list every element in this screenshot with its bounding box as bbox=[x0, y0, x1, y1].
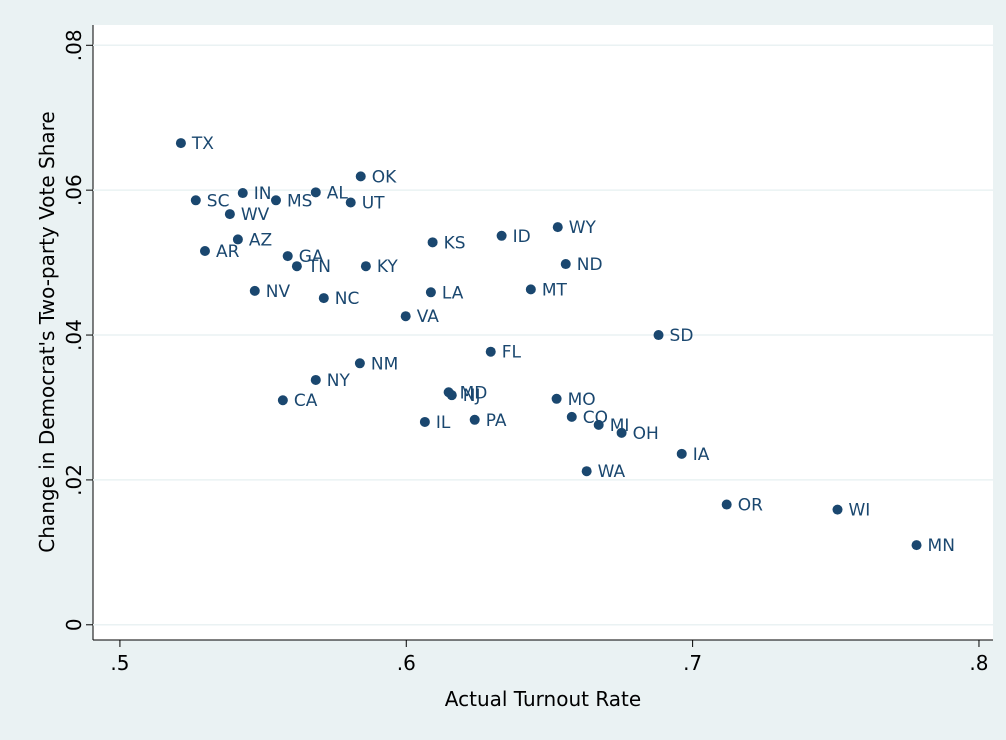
point bbox=[237, 188, 248, 199]
point bbox=[427, 237, 438, 248]
y-tick-label: .04 bbox=[62, 319, 86, 351]
y-axis-title: Change in Democrat's Two-party Vote Shar… bbox=[35, 111, 59, 552]
point-label: IL bbox=[436, 413, 451, 433]
point-label: FL bbox=[502, 343, 522, 363]
y-tick-label: 0 bbox=[62, 618, 86, 631]
point bbox=[425, 287, 436, 298]
point-label: NV bbox=[266, 282, 291, 302]
point-label: PA bbox=[486, 411, 507, 431]
point bbox=[485, 346, 496, 357]
point-label: MO bbox=[568, 390, 596, 410]
point bbox=[911, 540, 922, 551]
point-label: VA bbox=[417, 307, 440, 327]
point bbox=[355, 171, 366, 182]
point-label: CA bbox=[294, 391, 318, 411]
point bbox=[310, 374, 321, 385]
point bbox=[653, 330, 664, 341]
point-label: NC bbox=[335, 289, 360, 309]
point bbox=[199, 246, 210, 257]
point-label: SD bbox=[670, 326, 694, 346]
point bbox=[469, 414, 480, 425]
point-label: AZ bbox=[249, 230, 272, 250]
point bbox=[232, 234, 243, 245]
point bbox=[551, 393, 562, 404]
point-label: OR bbox=[738, 496, 763, 516]
point bbox=[560, 259, 571, 270]
point-label: NY bbox=[327, 371, 351, 391]
point-label: WV bbox=[241, 205, 270, 225]
point bbox=[175, 138, 186, 149]
point bbox=[721, 499, 732, 510]
point bbox=[525, 284, 536, 295]
point-label: NJ bbox=[463, 386, 481, 406]
point-label: LA bbox=[442, 283, 464, 303]
y-tick-label: .02 bbox=[62, 464, 86, 496]
point bbox=[446, 390, 457, 401]
point bbox=[277, 395, 288, 406]
point-label: SC bbox=[207, 191, 230, 211]
point bbox=[400, 311, 411, 322]
point-label: MT bbox=[542, 280, 568, 300]
point bbox=[190, 195, 201, 206]
point-label: ND bbox=[577, 255, 603, 275]
point-label: OK bbox=[372, 167, 397, 187]
x-tick-label: .6 bbox=[397, 651, 416, 675]
point-label: AL bbox=[327, 183, 349, 203]
point-label: TN bbox=[307, 257, 331, 277]
point-label: NM bbox=[371, 354, 398, 374]
point-label: TX bbox=[191, 134, 214, 154]
point-label: AR bbox=[216, 242, 240, 262]
point-label: UT bbox=[362, 193, 385, 213]
point bbox=[224, 209, 235, 220]
point bbox=[552, 222, 563, 233]
point bbox=[354, 358, 365, 369]
plot-area bbox=[93, 25, 993, 640]
point bbox=[310, 187, 321, 198]
point-label: IA bbox=[693, 445, 710, 465]
point bbox=[360, 261, 371, 272]
x-tick-label: .5 bbox=[110, 651, 129, 675]
point bbox=[345, 197, 356, 208]
point-label: GA bbox=[299, 247, 324, 267]
x-tick-label: .7 bbox=[683, 651, 702, 675]
y-tick-label: .08 bbox=[62, 29, 86, 61]
point bbox=[496, 230, 507, 241]
point-label: WI bbox=[849, 501, 871, 521]
point-label: KS bbox=[444, 233, 466, 253]
point bbox=[832, 504, 843, 515]
point bbox=[270, 195, 281, 206]
point-label: MS bbox=[287, 191, 312, 211]
point bbox=[593, 419, 604, 430]
point-label: KY bbox=[377, 257, 399, 277]
point bbox=[676, 448, 687, 459]
point-label: WA bbox=[598, 462, 626, 482]
y-tick-label: .06 bbox=[62, 174, 86, 206]
point bbox=[616, 427, 627, 438]
point bbox=[249, 285, 260, 296]
point-label: MN bbox=[928, 536, 955, 556]
point-label: WY bbox=[569, 218, 597, 238]
x-axis-title: Actual Turnout Rate bbox=[445, 687, 641, 711]
point-label: OH bbox=[633, 424, 659, 444]
point bbox=[419, 416, 430, 427]
point bbox=[318, 293, 329, 304]
point bbox=[282, 251, 293, 262]
point-label: IN bbox=[254, 184, 272, 204]
point-label: MD bbox=[460, 383, 488, 403]
point-label: ID bbox=[513, 227, 531, 247]
point bbox=[566, 411, 577, 422]
point bbox=[581, 466, 592, 477]
x-tick-label: .8 bbox=[969, 651, 988, 675]
point bbox=[291, 261, 302, 272]
